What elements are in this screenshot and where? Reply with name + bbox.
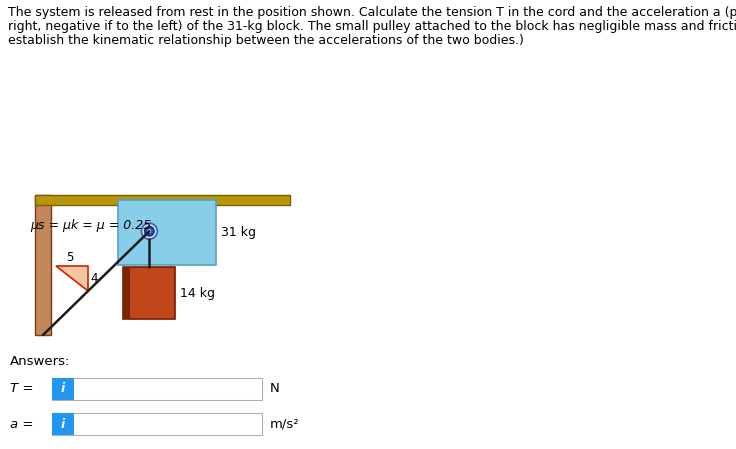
Bar xyxy=(124,267,130,319)
Circle shape xyxy=(148,230,151,233)
Text: 31 kg: 31 kg xyxy=(221,226,256,239)
Text: The system is released from rest in the position shown. Calculate the tension T : The system is released from rest in the … xyxy=(8,6,736,19)
Text: μs = μk = μ = 0.25: μs = μk = μ = 0.25 xyxy=(30,219,152,232)
Bar xyxy=(35,195,51,335)
Circle shape xyxy=(141,223,158,239)
Bar xyxy=(124,267,175,319)
Text: 4: 4 xyxy=(91,273,98,286)
Text: T =: T = xyxy=(10,383,34,396)
Text: m/s²: m/s² xyxy=(270,418,300,431)
Bar xyxy=(35,195,290,205)
Text: 14 kg: 14 kg xyxy=(180,287,216,299)
Text: establish the kinematic relationship between the accelerations of the two bodies: establish the kinematic relationship bet… xyxy=(8,34,524,47)
Text: i: i xyxy=(61,383,65,396)
Bar xyxy=(52,413,74,435)
Bar xyxy=(52,378,74,400)
Bar xyxy=(118,200,216,265)
Bar xyxy=(52,413,262,435)
Circle shape xyxy=(144,226,154,236)
Text: Answers:: Answers: xyxy=(10,355,71,368)
Text: a =: a = xyxy=(10,418,34,431)
Polygon shape xyxy=(56,266,88,291)
Bar xyxy=(52,378,262,400)
Text: 5: 5 xyxy=(66,251,74,264)
Text: i: i xyxy=(61,418,65,431)
Text: right, negative if to the left) of the 31-kg block. The small pulley attached to: right, negative if to the left) of the 3… xyxy=(8,20,736,33)
Text: N: N xyxy=(270,383,280,396)
